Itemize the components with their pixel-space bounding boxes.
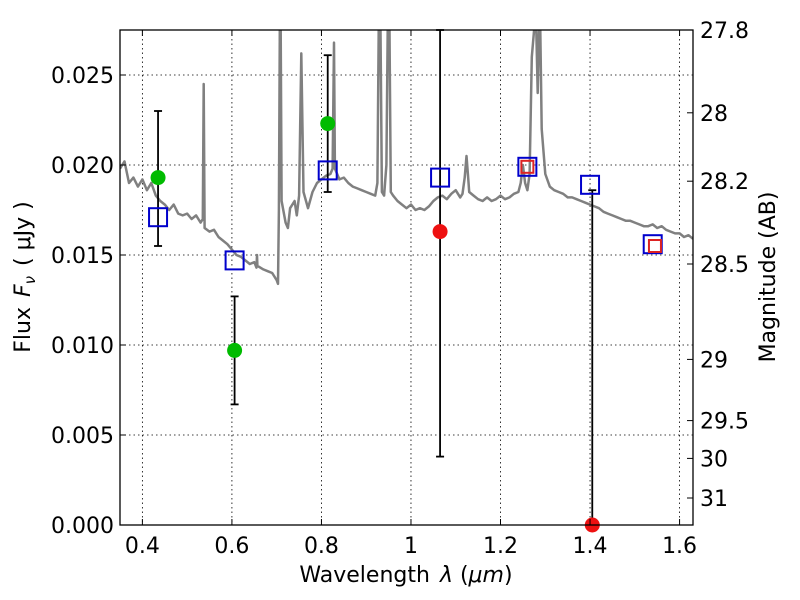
x-axis-label-unit: μm	[468, 563, 504, 588]
model-photometry-red-square	[520, 159, 535, 174]
y-tick-label: 0.020	[51, 154, 114, 179]
observed-detection-point	[320, 116, 336, 132]
model-spectrum-line	[120, 30, 693, 286]
observed-detection-point	[150, 170, 166, 186]
y-tick-label: 0.000	[51, 514, 114, 539]
x-tick-label: 1.2	[483, 534, 518, 559]
y2-tick-label: 27.8	[700, 19, 749, 44]
y-tick-label: 0.010	[51, 334, 114, 359]
x-tick-label: 0.4	[125, 534, 160, 559]
y2-tick-label: 28.2	[700, 170, 749, 195]
y2-tick-label: 29.5	[700, 410, 749, 435]
y-axis-label-unit: μJy	[11, 217, 36, 251]
x-axis-label-unit-open: (	[453, 563, 469, 588]
y-axis-label-text: Flux	[11, 307, 36, 353]
x-tick-label: 0.6	[214, 534, 249, 559]
y2-axis-ticks: 27.8 28 28.2 28.5 29 29.5 30 31	[687, 19, 749, 512]
x-axis-ticks: 0.4 0.6 0.8 1 1.2 1.4 1.6	[125, 30, 697, 559]
y-axis-label-subscript: ν	[21, 276, 39, 284]
y2-tick-label: 28	[700, 102, 728, 127]
model-spectrum-path	[120, 30, 693, 286]
model-photometry-square	[224, 250, 245, 271]
observed-detection-point	[227, 342, 243, 358]
y-axis-label: Flux Fν ( μJy )	[11, 201, 39, 352]
data-markers	[148, 116, 663, 533]
y-axis-label-unit-close: )	[11, 201, 36, 217]
y-axis-ticks: 0.000 0.005 0.010 0.015 0.020 0.025	[51, 64, 126, 539]
observed-low-sn-point	[432, 224, 448, 240]
x-tick-label: 1	[404, 534, 418, 559]
y2-tick-label: 29	[700, 348, 728, 373]
y-axis-label-symbol: F	[11, 284, 36, 297]
x-axis-label-text: Wavelength	[299, 563, 430, 588]
y2-tick-label: 30	[700, 447, 728, 472]
y2-axis-label: Magnitude (AB)	[756, 192, 781, 363]
y2-tick-label: 28.5	[700, 253, 749, 278]
x-axis-label-unit-close: )	[504, 563, 513, 588]
x-tick-label: 1.4	[573, 534, 608, 559]
plot-frame	[119, 29, 694, 526]
y-tick-label: 0.025	[51, 64, 114, 89]
x-axis-label: Wavelength λ (μm)	[299, 563, 512, 588]
y2-tick-label: 31	[700, 487, 728, 512]
x-tick-label: 0.8	[304, 534, 339, 559]
y-tick-label: 0.015	[51, 244, 114, 269]
x-axis-label-symbol: λ	[439, 563, 453, 588]
y-tick-label: 0.005	[51, 424, 114, 449]
model-photometry-square	[317, 160, 338, 181]
model-photometry-square	[148, 207, 169, 228]
grid-lines	[120, 30, 693, 525]
x-tick-label: 1.6	[662, 534, 697, 559]
model-photometry-square	[430, 167, 451, 188]
model-photometry-square	[517, 156, 538, 177]
model-photometry-square	[580, 174, 601, 195]
model-photometry-red-square	[647, 239, 662, 253]
y-axis-label-unit-open: (	[11, 250, 36, 266]
